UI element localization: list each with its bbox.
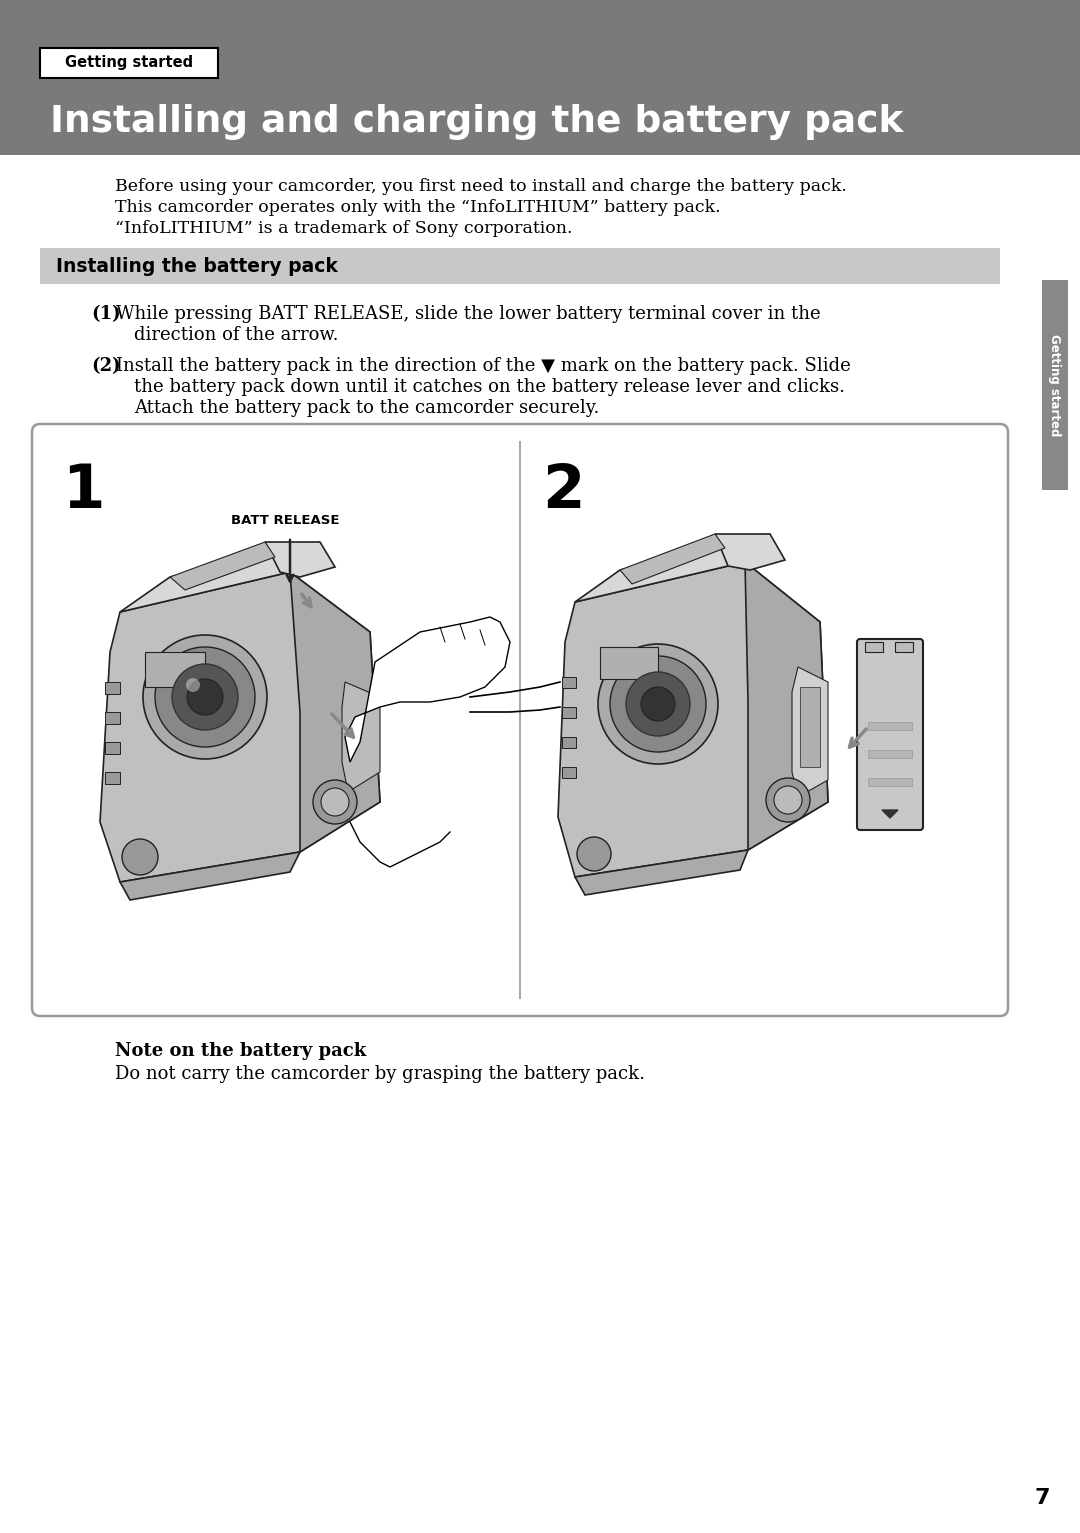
Bar	[40, 48, 218, 78]
Text: Install the battery pack in the direction of the ▼ mark on the battery pack. Sli: Install the battery pack in the directio…	[116, 357, 851, 376]
Circle shape	[774, 786, 802, 814]
Circle shape	[143, 635, 267, 759]
Polygon shape	[745, 563, 828, 849]
Circle shape	[577, 837, 611, 871]
Polygon shape	[265, 543, 335, 576]
Polygon shape	[120, 543, 320, 612]
Text: Installing the battery pack: Installing the battery pack	[56, 256, 338, 276]
Circle shape	[122, 839, 158, 875]
Bar	[105, 742, 120, 754]
Circle shape	[642, 687, 675, 721]
Bar	[562, 678, 576, 688]
Text: Installing and charging the battery pack: Installing and charging the battery pack	[50, 104, 903, 140]
Polygon shape	[575, 533, 770, 602]
Text: Note on the battery pack: Note on the battery pack	[114, 1042, 366, 1059]
Text: Getting started: Getting started	[65, 55, 193, 71]
Polygon shape	[291, 572, 380, 852]
Text: (2): (2)	[91, 357, 121, 376]
Circle shape	[610, 656, 706, 753]
Text: (1): (1)	[91, 305, 121, 323]
Text: Attach the battery pack to the camcorder securely.: Attach the battery pack to the camcorder…	[134, 399, 599, 417]
Polygon shape	[342, 682, 380, 793]
Bar	[865, 642, 883, 652]
Polygon shape	[620, 533, 725, 584]
Polygon shape	[120, 852, 300, 900]
Circle shape	[187, 679, 222, 714]
Bar	[895, 642, 913, 652]
FancyBboxPatch shape	[32, 425, 1008, 1016]
Polygon shape	[558, 563, 828, 877]
Text: While pressing BATT RELEASE, slide the lower battery terminal cover in the: While pressing BATT RELEASE, slide the l…	[116, 305, 821, 323]
Circle shape	[156, 647, 255, 747]
Polygon shape	[882, 809, 897, 819]
Polygon shape	[100, 572, 380, 881]
Bar	[562, 707, 576, 717]
Text: direction of the arrow.: direction of the arrow.	[134, 327, 338, 343]
Circle shape	[626, 671, 690, 736]
Circle shape	[766, 779, 810, 822]
Bar	[40, 248, 1000, 284]
Bar	[1042, 281, 1068, 491]
Circle shape	[186, 678, 200, 691]
FancyBboxPatch shape	[858, 639, 923, 829]
Polygon shape	[715, 533, 785, 570]
Bar	[105, 773, 120, 783]
Text: Do not carry the camcorder by grasping the battery pack.: Do not carry the camcorder by grasping t…	[114, 1065, 645, 1082]
Circle shape	[598, 644, 718, 763]
Bar	[145, 652, 205, 687]
Polygon shape	[792, 667, 828, 797]
Polygon shape	[345, 616, 510, 762]
Bar	[105, 711, 120, 724]
Bar	[562, 766, 576, 779]
Bar	[800, 687, 820, 766]
Text: Before using your camcorder, you first need to install and charge the battery pa: Before using your camcorder, you first n…	[114, 178, 847, 195]
Text: “InfoLITHIUM” is a trademark of Sony corporation.: “InfoLITHIUM” is a trademark of Sony cor…	[114, 221, 572, 238]
Bar	[868, 750, 912, 757]
Text: BATT RELEASE: BATT RELEASE	[231, 514, 339, 527]
Circle shape	[313, 780, 357, 825]
Text: 7: 7	[1035, 1489, 1050, 1508]
Polygon shape	[170, 543, 275, 590]
Bar	[600, 647, 658, 679]
Circle shape	[172, 664, 238, 730]
Bar	[868, 722, 912, 730]
Text: 2: 2	[542, 463, 584, 521]
Bar	[0, 0, 1080, 155]
Bar	[562, 737, 576, 748]
Polygon shape	[575, 849, 748, 895]
Text: the battery pack down until it catches on the battery release lever and clicks.: the battery pack down until it catches o…	[134, 379, 845, 396]
Text: 1: 1	[62, 463, 105, 521]
Text: This camcorder operates only with the “InfoLITHIUM” battery pack.: This camcorder operates only with the “I…	[114, 199, 720, 216]
Bar	[868, 779, 912, 786]
Text: Getting started: Getting started	[1049, 334, 1062, 437]
Bar	[105, 682, 120, 694]
Circle shape	[321, 788, 349, 816]
